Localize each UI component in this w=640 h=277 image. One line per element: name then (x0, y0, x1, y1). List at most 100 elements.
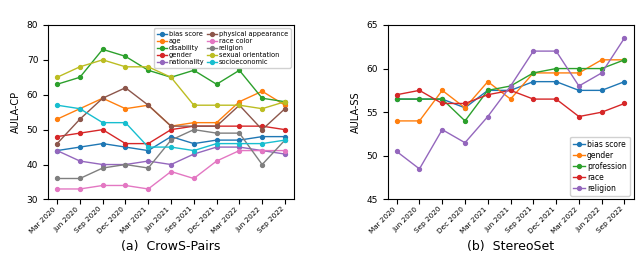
bias score (621, 80, 628, 83)
socioeconomic (99, 121, 106, 124)
race (438, 102, 446, 105)
nationality (145, 159, 152, 163)
religion (212, 132, 220, 135)
disability (145, 69, 152, 72)
bias score (438, 98, 446, 101)
gender (507, 98, 515, 101)
religion (621, 36, 628, 40)
Line: bias score: bias score (55, 135, 287, 153)
sexual orientation (212, 104, 220, 107)
sexual orientation (167, 76, 175, 79)
religion (122, 163, 129, 166)
sexual orientation (99, 58, 106, 61)
profession (529, 71, 537, 75)
religion (236, 132, 243, 135)
gender (484, 80, 492, 83)
gender (259, 124, 266, 128)
disability (122, 55, 129, 58)
nationality (236, 145, 243, 149)
physical appearance (190, 124, 198, 128)
age (281, 104, 289, 107)
socioeconomic (212, 142, 220, 145)
bias score (99, 142, 106, 145)
bias score (281, 135, 289, 138)
race (393, 93, 401, 96)
Legend: bias score, age, disability, gender, nationality, physical appearance, race colo: bias score, age, disability, gender, nat… (154, 28, 291, 68)
gender (393, 119, 401, 122)
gender (621, 58, 628, 61)
sexual orientation (145, 65, 152, 68)
socioeconomic (236, 142, 243, 145)
age (190, 121, 198, 124)
physical appearance (259, 128, 266, 131)
sexual orientation (76, 65, 84, 68)
disability (236, 69, 243, 72)
Line: nationality: nationality (55, 145, 287, 166)
religion (552, 49, 560, 53)
disability (190, 69, 198, 72)
race color (122, 184, 129, 187)
religion (438, 128, 446, 131)
socioeconomic (190, 149, 198, 152)
physical appearance (281, 107, 289, 110)
Line: physical appearance: physical appearance (55, 86, 287, 145)
nationality (167, 163, 175, 166)
Line: age: age (55, 89, 287, 128)
gender (281, 128, 289, 131)
gender (598, 58, 605, 61)
age (236, 100, 243, 103)
sexual orientation (236, 104, 243, 107)
profession (415, 98, 423, 101)
profession (507, 84, 515, 88)
disability (212, 83, 220, 86)
race (598, 111, 605, 114)
disability (53, 83, 61, 86)
race (415, 89, 423, 92)
disability (281, 100, 289, 103)
Line: religion: religion (395, 36, 627, 171)
gender (461, 106, 469, 109)
disability (76, 76, 84, 79)
Line: gender: gender (55, 124, 287, 145)
gender (53, 135, 61, 138)
religion (76, 177, 84, 180)
religion (53, 177, 61, 180)
nationality (281, 152, 289, 156)
profession (552, 67, 560, 70)
Line: sexual orientation: sexual orientation (55, 58, 287, 111)
nationality (99, 163, 106, 166)
socioeconomic (259, 142, 266, 145)
socioeconomic (145, 145, 152, 149)
bias score (529, 80, 537, 83)
bias score (552, 80, 560, 83)
religion (281, 138, 289, 142)
age (167, 124, 175, 128)
nationality (53, 149, 61, 152)
religion (99, 166, 106, 170)
bias score (122, 145, 129, 149)
gender (167, 128, 175, 131)
race color (76, 187, 84, 191)
religion (598, 71, 605, 75)
race color (190, 177, 198, 180)
gender (76, 132, 84, 135)
race (507, 89, 515, 92)
race (484, 93, 492, 96)
religion (484, 115, 492, 118)
age (145, 104, 152, 107)
Line: race color: race color (55, 149, 287, 191)
race (575, 115, 583, 118)
age (122, 107, 129, 110)
physical appearance (167, 124, 175, 128)
sexual orientation (190, 104, 198, 107)
race color (167, 170, 175, 173)
Line: profession: profession (395, 58, 627, 123)
sexual orientation (122, 65, 129, 68)
physical appearance (99, 97, 106, 100)
religion (529, 49, 537, 53)
race color (99, 184, 106, 187)
Y-axis label: AULA-SS: AULA-SS (351, 91, 361, 133)
Line: gender: gender (395, 58, 627, 123)
bias score (167, 135, 175, 138)
bias score (53, 149, 61, 152)
